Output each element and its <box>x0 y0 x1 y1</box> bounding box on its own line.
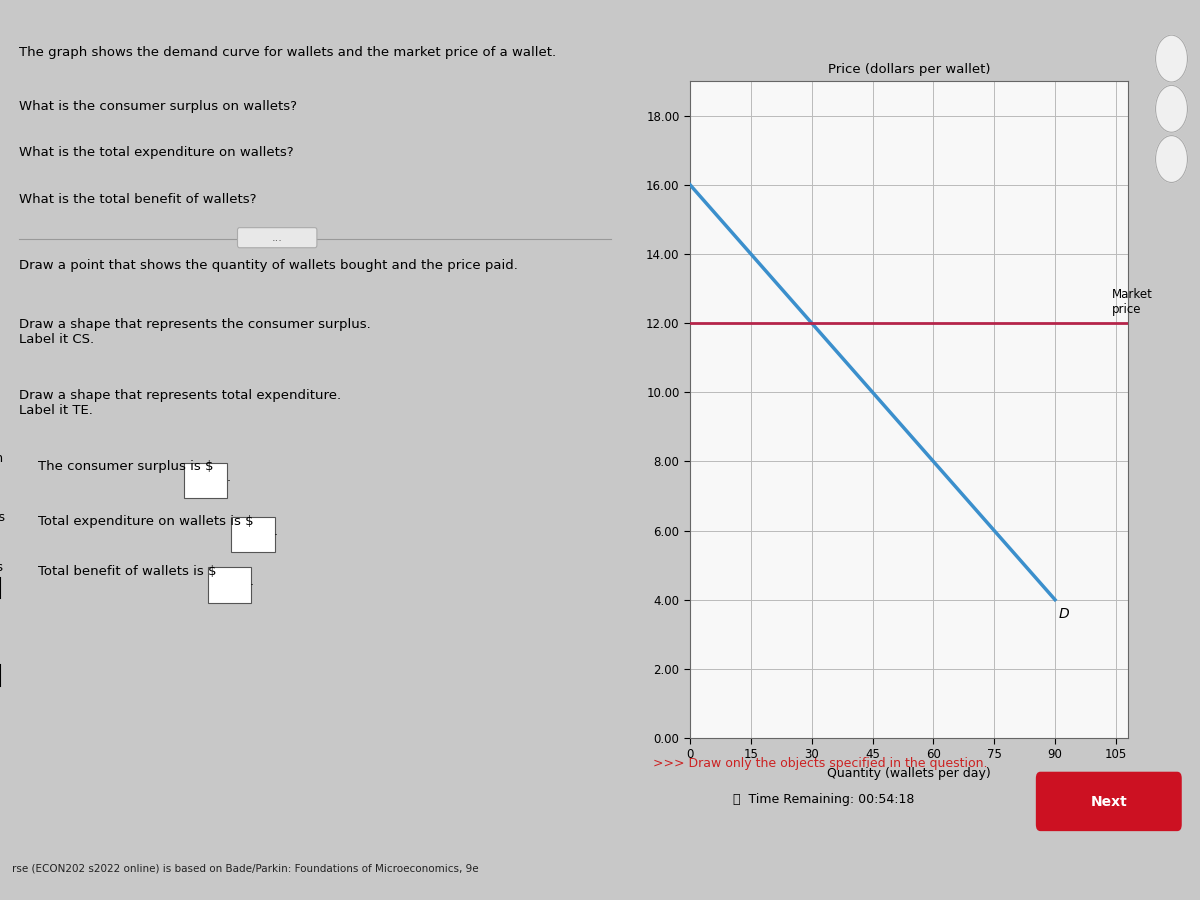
Text: What is the total expenditure on wallets?: What is the total expenditure on wallets… <box>19 147 294 159</box>
FancyBboxPatch shape <box>232 518 275 553</box>
Text: Total expenditure on wallets is $: Total expenditure on wallets is $ <box>38 515 253 527</box>
Text: ss: ss <box>0 561 4 574</box>
Text: ...: ... <box>271 233 283 243</box>
Text: Draw a shape that represents the consumer surplus.
Label it CS.: Draw a shape that represents the consume… <box>19 318 371 346</box>
Text: Total benefit of wallets is $: Total benefit of wallets is $ <box>38 565 216 578</box>
Text: m: m <box>0 452 2 465</box>
FancyBboxPatch shape <box>184 463 228 498</box>
Text: Market
price: Market price <box>1111 288 1153 316</box>
Text: Draw a shape that represents total expenditure.
Label it TE.: Draw a shape that represents total expen… <box>19 389 341 418</box>
Text: rse (ECON202 s2022 online) is based on Bade/Parkin: Foundations of Microeconomic: rse (ECON202 s2022 online) is based on B… <box>12 863 479 874</box>
Text: Next: Next <box>1091 795 1127 809</box>
Text: ⓘ  Time Remaining: 00:54:18: ⓘ Time Remaining: 00:54:18 <box>732 793 914 806</box>
Text: D: D <box>1060 607 1069 621</box>
Text: .: . <box>274 525 277 538</box>
Circle shape <box>1156 86 1188 132</box>
Circle shape <box>1156 35 1188 82</box>
Text: As: As <box>0 510 6 524</box>
Text: The consumer surplus is $: The consumer surplus is $ <box>38 460 214 473</box>
Title: Price (dollars per wallet): Price (dollars per wallet) <box>828 63 990 76</box>
FancyBboxPatch shape <box>208 568 251 603</box>
FancyBboxPatch shape <box>1036 771 1182 831</box>
X-axis label: Quantity (wallets per day): Quantity (wallets per day) <box>827 767 991 780</box>
Text: The graph shows the demand curve for wallets and the market price of a wallet.: The graph shows the demand curve for wal… <box>19 46 556 59</box>
FancyBboxPatch shape <box>238 228 317 248</box>
Text: What is the total benefit of wallets?: What is the total benefit of wallets? <box>19 193 257 205</box>
Text: What is the consumer surplus on wallets?: What is the consumer surplus on wallets? <box>19 101 296 113</box>
Text: >>> Draw only the objects specified in the question.: >>> Draw only the objects specified in t… <box>653 758 988 770</box>
Text: Draw a point that shows the quantity of wallets bought and the price paid.: Draw a point that shows the quantity of … <box>19 259 517 273</box>
Text: .: . <box>226 471 230 483</box>
Text: .: . <box>250 575 253 589</box>
Circle shape <box>1156 136 1188 183</box>
